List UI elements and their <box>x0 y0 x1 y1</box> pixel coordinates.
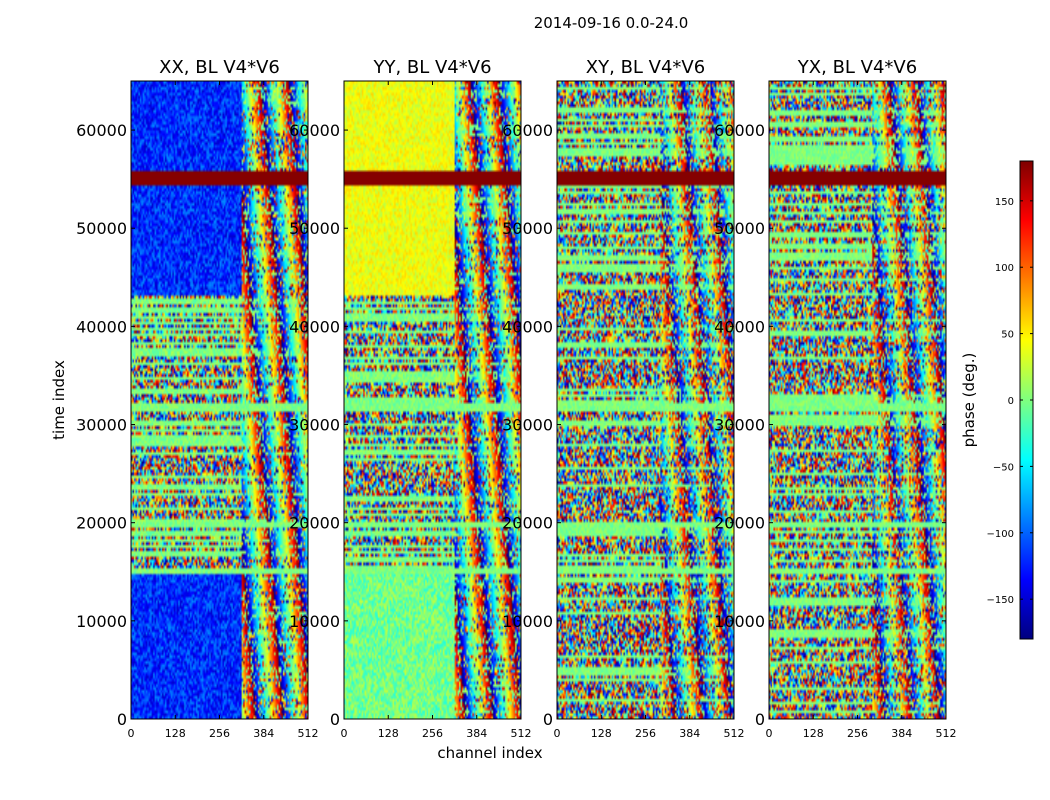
y-tick-label: 30000 <box>714 416 765 435</box>
y-tick-label: 50000 <box>714 219 765 238</box>
y-tick-label: 10000 <box>76 612 127 631</box>
x-tick-label: 128 <box>165 727 186 740</box>
x-tick-label: 512 <box>511 727 532 740</box>
y-tick-label: 10000 <box>289 612 340 631</box>
x-tick-label: 128 <box>803 727 824 740</box>
colorbar-tick-label: 0 <box>1008 396 1014 407</box>
y-tick-label: 0 <box>755 710 765 729</box>
panel-4: YX, BL V4*V6 0 128 256 384 512 0 10000 20000 3000… <box>714 57 956 740</box>
y-tick-label: 10000 <box>502 612 553 631</box>
panel-3: XY, BL V4*V6 0 128 256 384 512 0 10000 20000 3000… <box>502 57 744 740</box>
heatmap-image <box>344 81 521 719</box>
y-tick-label: 50000 <box>76 219 127 238</box>
x-tick-label: 128 <box>591 727 612 740</box>
y-tick-label: 30000 <box>289 416 340 435</box>
panel-title: XY, BL V4*V6 <box>586 57 705 78</box>
x-tick-label: 384 <box>466 727 487 740</box>
x-tick-label: 512 <box>936 727 957 740</box>
x-tick-label: 0 <box>766 727 773 740</box>
y-tick-label: 60000 <box>714 121 765 140</box>
y-tick-label: 20000 <box>76 514 127 533</box>
panel-title: XX, BL V4*V6 <box>159 57 280 78</box>
x-tick-label: 256 <box>847 727 868 740</box>
x-tick-label: 384 <box>891 727 912 740</box>
panel-1: XX, BL V4*V6 0 128 256 384 512 0 10000 20000 3000… <box>76 57 318 740</box>
x-tick-label: 0 <box>341 727 348 740</box>
x-tick-label: 128 <box>378 727 399 740</box>
panel-title: YX, BL V4*V6 <box>797 57 917 78</box>
x-tick-label: 256 <box>209 727 230 740</box>
y-tick-label: 40000 <box>714 317 765 336</box>
heatmap-image <box>557 81 734 719</box>
y-tick-label: 60000 <box>76 121 127 140</box>
y-tick-label: 30000 <box>76 416 127 435</box>
x-tick-label: 512 <box>298 727 319 740</box>
shared-y-axis-label: time index <box>50 360 68 440</box>
colorbar-tick-label: −50 <box>993 462 1014 473</box>
x-tick-label: 384 <box>253 727 274 740</box>
x-tick-label: 512 <box>724 727 745 740</box>
colorbar-tick-label: −100 <box>987 529 1014 540</box>
y-tick-label: 30000 <box>502 416 553 435</box>
x-tick-label: 256 <box>422 727 443 740</box>
panel-2: YY, BL V4*V6 0 128 256 384 512 0 10000 20000 3000… <box>289 57 531 740</box>
y-tick-label: 0 <box>543 710 553 729</box>
y-tick-label: 50000 <box>502 219 553 238</box>
y-tick-label: 40000 <box>76 317 127 336</box>
panels: XX, BL V4*V6 0 128 256 384 512 0 10000 20000 3000… <box>76 57 956 740</box>
y-tick-label: 50000 <box>289 219 340 238</box>
heatmap-image <box>131 81 308 719</box>
shared-x-axis-label: channel index <box>437 744 542 762</box>
x-tick-label: 0 <box>554 727 561 740</box>
y-tick-label: 40000 <box>502 317 553 336</box>
figure-title: 2014-09-16 0.0-24.0 <box>534 14 689 32</box>
colorbar-tick-label: 50 <box>1001 330 1014 341</box>
colorbar: 150 100 50 0 −50 −100 −150 <box>987 160 1034 640</box>
colorbar-tick-label: 100 <box>995 263 1014 274</box>
y-tick-label: 0 <box>330 710 340 729</box>
y-tick-label: 60000 <box>502 121 553 140</box>
y-tick-label: 20000 <box>714 514 765 533</box>
heatmap-image <box>769 81 946 719</box>
x-tick-label: 256 <box>635 727 656 740</box>
y-tick-label: 20000 <box>502 514 553 533</box>
y-tick-label: 10000 <box>714 612 765 631</box>
x-tick-label: 384 <box>679 727 700 740</box>
y-tick-label: 20000 <box>289 514 340 533</box>
colorbar-tick-label: −150 <box>987 595 1014 606</box>
y-tick-label: 40000 <box>289 317 340 336</box>
y-tick-label: 60000 <box>289 121 340 140</box>
x-tick-label: 0 <box>128 727 135 740</box>
colorbar-label: phase (deg.) <box>960 353 978 448</box>
colorbar-tick-label: 150 <box>995 197 1014 208</box>
panel-title: YY, BL V4*V6 <box>372 57 491 78</box>
y-tick-label: 0 <box>117 710 127 729</box>
